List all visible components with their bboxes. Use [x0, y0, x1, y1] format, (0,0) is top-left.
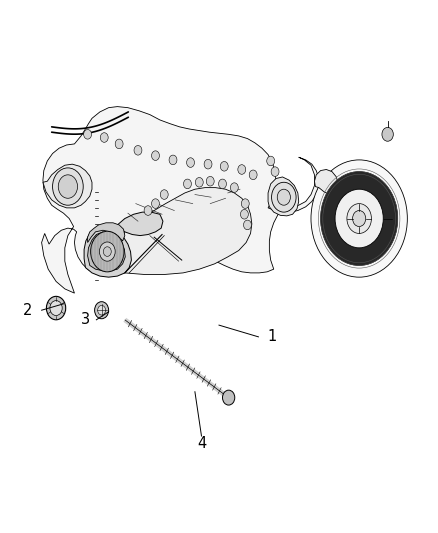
Circle shape	[134, 146, 142, 155]
Text: 3: 3	[81, 312, 90, 327]
Circle shape	[115, 139, 123, 149]
Circle shape	[187, 158, 194, 167]
Circle shape	[152, 151, 159, 160]
Circle shape	[184, 179, 191, 189]
Circle shape	[219, 179, 226, 189]
Circle shape	[220, 161, 228, 171]
Circle shape	[84, 130, 92, 139]
Circle shape	[267, 156, 275, 166]
Circle shape	[223, 390, 235, 405]
Circle shape	[46, 296, 66, 320]
Polygon shape	[88, 223, 125, 243]
Text: 2: 2	[22, 303, 32, 318]
Circle shape	[58, 175, 78, 198]
Circle shape	[206, 176, 214, 186]
Circle shape	[277, 189, 290, 205]
Circle shape	[99, 242, 115, 261]
Text: 4: 4	[197, 436, 206, 451]
Circle shape	[102, 242, 117, 261]
Polygon shape	[84, 227, 131, 277]
Circle shape	[95, 302, 109, 319]
Polygon shape	[117, 212, 163, 236]
Circle shape	[91, 231, 124, 272]
Polygon shape	[93, 228, 125, 274]
Circle shape	[321, 172, 398, 265]
Circle shape	[244, 220, 251, 230]
Polygon shape	[268, 177, 299, 216]
Circle shape	[238, 165, 246, 174]
Circle shape	[271, 167, 279, 176]
Circle shape	[204, 159, 212, 169]
Circle shape	[347, 204, 371, 233]
Circle shape	[353, 211, 366, 227]
Polygon shape	[122, 188, 252, 274]
Circle shape	[50, 301, 62, 316]
Circle shape	[152, 199, 159, 208]
Circle shape	[100, 133, 108, 142]
Circle shape	[249, 170, 257, 180]
Circle shape	[195, 177, 203, 187]
Circle shape	[95, 235, 124, 269]
Circle shape	[144, 206, 152, 215]
Circle shape	[272, 182, 296, 212]
Polygon shape	[43, 164, 92, 208]
Polygon shape	[88, 232, 125, 271]
Circle shape	[53, 168, 83, 205]
Circle shape	[103, 247, 111, 256]
Circle shape	[169, 155, 177, 165]
Text: 1: 1	[268, 329, 277, 344]
Circle shape	[98, 305, 106, 315]
Circle shape	[335, 189, 383, 248]
Circle shape	[382, 127, 393, 141]
Polygon shape	[42, 107, 319, 293]
Polygon shape	[314, 169, 338, 195]
Circle shape	[311, 160, 407, 277]
Circle shape	[240, 209, 248, 219]
Circle shape	[160, 190, 168, 199]
Circle shape	[241, 199, 249, 208]
Circle shape	[230, 183, 238, 192]
